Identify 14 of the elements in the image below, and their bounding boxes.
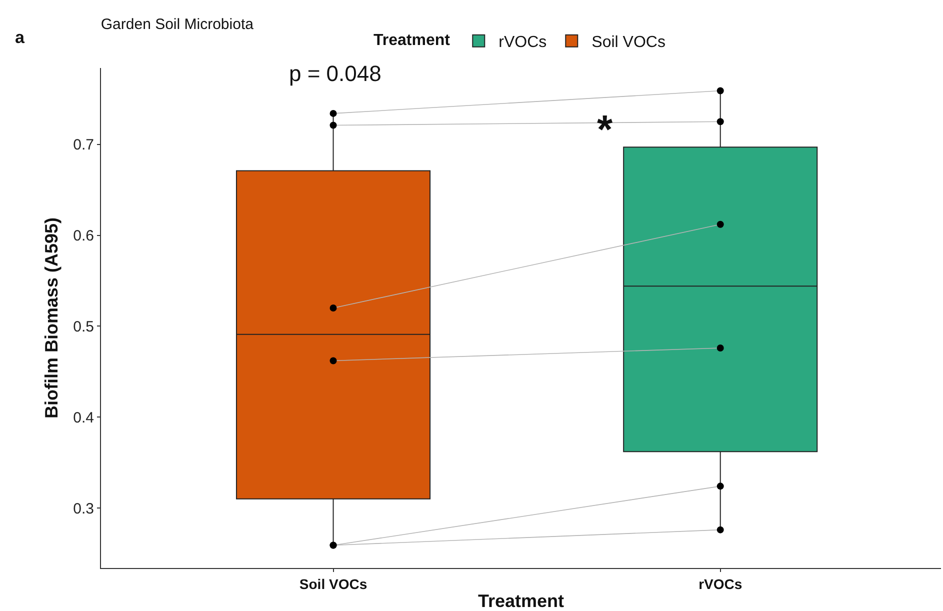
y-tick-label: 0.6 [73, 228, 94, 245]
chart-title: Garden Soil Microbiota [100, 16, 254, 33]
x-axis-title: Treatment [478, 591, 564, 611]
y-tick-label: 0.3 [73, 500, 94, 518]
y-tick-label: 0.5 [73, 318, 94, 336]
annotation: p = 0.048 [289, 61, 382, 86]
legend-label: Soil VOCs [592, 34, 666, 52]
legend-title: Treatment [374, 32, 451, 49]
text: a [15, 28, 25, 47]
legend-label: rVOCs [498, 34, 547, 52]
y-axis-title: Biofilm Biomass (A595) [41, 217, 62, 419]
y-tick-label: 0.7 [73, 136, 94, 154]
annotation: * [597, 108, 613, 152]
y-tick-label: 0.4 [73, 409, 94, 426]
